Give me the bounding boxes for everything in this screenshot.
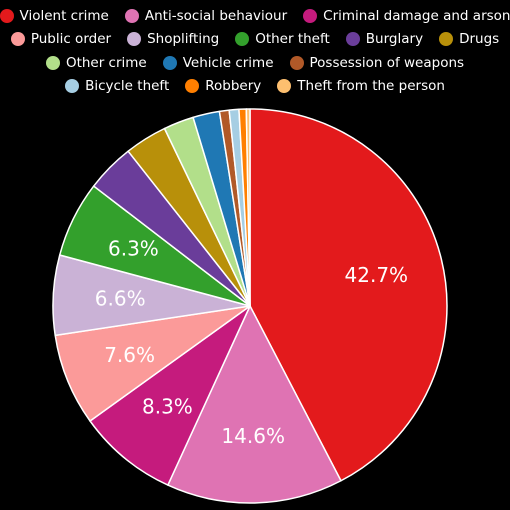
legend-swatch [127,32,142,47]
legend-swatch [303,8,318,23]
legend-row: Bicycle theft Robbery Theft from the perso… [0,75,510,99]
legend-item-robbery[interactable]: Robbery [185,78,261,94]
legend-row: Violent crime Anti-social behaviour Crimin… [0,4,510,28]
pie-slice-violent-crime[interactable] [249,108,448,482]
legend-label: Robbery [205,78,262,95]
slice-label-other-theft: 6.3% [108,237,159,261]
legend-item-other-crime[interactable]: Other crime [45,54,147,71]
legend-label: Drugs [459,31,500,48]
legend-item-theft-from-the-person[interactable]: Theft from the person [277,78,445,94]
legend-item-public-order[interactable]: Public order [10,31,112,48]
legend-item-criminal-damage-and-arson[interactable]: Criminal damage and arson [303,8,510,24]
legend-swatch [162,55,177,70]
legend-item-burglary[interactable]: Burglary [345,31,424,48]
legend-item-bicycle-theft[interactable]: Bicycle theft [65,78,169,94]
legend-swatch [185,79,200,94]
slice-label-criminal-damage-and-arson: 8.3% [142,394,193,418]
legend-item-violent-crime[interactable]: Violent crime [0,8,109,24]
legend-swatch [65,79,80,94]
legend-label: Other crime [65,54,147,71]
legend-item-possession-of-weapons[interactable]: Possession of weapons [289,54,465,71]
pie-slice-theft-from-the-person[interactable] [245,108,251,307]
slice-label-violent-crime: 42.7% [345,263,409,287]
slice-label-shoplifting: 6.6% [95,287,146,311]
legend-label: Shoplifting [147,31,220,48]
legend-swatch [289,55,304,70]
legend-swatch [10,32,25,47]
legend-swatch [345,32,360,47]
legend-label: Theft from the person [297,78,445,95]
legend-swatch [235,32,250,47]
legend-item-vehicle-crime[interactable]: Vehicle crime [162,54,274,71]
legend-item-anti-social-behaviour[interactable]: Anti-social behaviour [124,7,288,24]
slice-label-anti-social-behaviour: 14.6% [221,424,285,448]
legend-item-drugs[interactable]: Drugs [439,31,499,47]
legend-label: Possession of weapons [309,54,465,71]
legend-label: Burglary [365,31,424,48]
pie-slice-anti-social-behaviour[interactable] [167,305,342,504]
slice-label-public-order: 7.6% [104,343,155,367]
legend-item-other-theft[interactable]: Other theft [235,31,330,47]
legend-label: Vehicle crime [182,54,274,71]
chart-legend: Violent crime Anti-social behaviour Crimin… [0,4,510,98]
legend-label: Public order [30,31,112,48]
slice-labels: 42.7% 14.6% 8.3% 7.6% 6.6% 6.3% [95,237,408,449]
legend-swatch [277,79,292,94]
legend-swatch [45,55,60,70]
legend-label: Anti-social behaviour [144,7,288,24]
legend-label: Criminal damage and arson [323,7,510,24]
legend-label: Other theft [255,31,330,48]
legend-swatch [439,32,454,47]
legend-label: Bicycle theft [85,78,170,95]
legend-label: Violent crime [19,7,109,24]
legend-row: Public order Shoplifting Other theft Burgla… [0,28,510,52]
legend-item-shoplifting[interactable]: Shoplifting [127,31,219,47]
legend-row: Other crime Vehicle crime Possession of we… [0,51,510,75]
pie-slice-criminal-damage-and-arson[interactable] [89,305,251,486]
legend-swatch [0,8,14,23]
legend-swatch [124,8,139,23]
